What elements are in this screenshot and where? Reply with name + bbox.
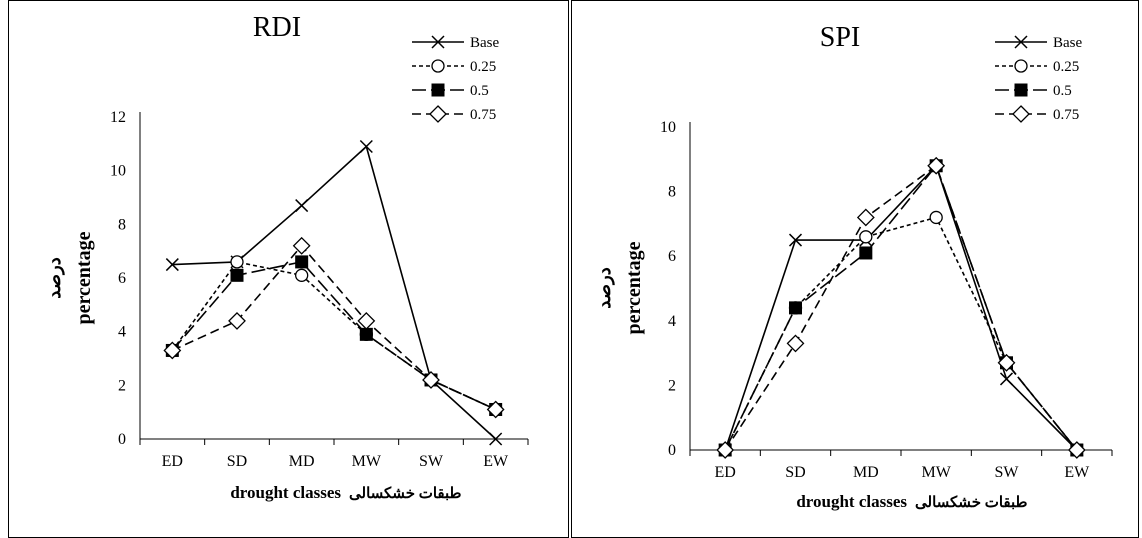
spi-chart-title: SPI: [820, 22, 860, 53]
rdi-series-0_5: [165, 255, 503, 416]
rdi-data-point: [295, 199, 309, 213]
spi-series-line: [724, 164, 1078, 451]
rdi-data-point: [489, 432, 503, 446]
rdi-data-point: [228, 312, 246, 330]
spi-x-tick-label: SD: [785, 464, 805, 481]
spi-series-line: [724, 164, 1078, 451]
rdi-y-tick-label: 4: [118, 324, 126, 341]
rdi-series-0_75: [163, 236, 505, 419]
rdi-legend-marker: [431, 83, 445, 97]
rdi-y-tick-label: 8: [118, 216, 126, 233]
rdi-legend: Base 0.25 0.5 0.75: [412, 35, 500, 123]
spi-y-tick-label: 8: [668, 184, 676, 201]
spi-chart: 0 2 4 6 8 10 ED SD MD MW SW EW SPI Base 0.25 0.5 0.75 per…: [594, 22, 1113, 511]
spi-data-point: [927, 156, 946, 175]
rdi-series-0_25: [165, 255, 503, 417]
spi-legend-marker: [1012, 105, 1030, 123]
spi-y-tick-label: 4: [668, 313, 676, 330]
spi-data-point: [929, 210, 943, 225]
rdi-data-point: [230, 255, 244, 269]
spi-y-tick-label: 10: [660, 119, 676, 136]
spi-y-tick-label: 2: [668, 377, 676, 394]
spi-data-point: [997, 353, 1016, 372]
spi-legend-marker: [1014, 59, 1028, 73]
spi-legend: Base 0.25 0.5 0.75: [995, 35, 1083, 123]
rdi-y-tick-label: 0: [118, 431, 126, 448]
rdi-legend-label: Base: [470, 35, 500, 51]
rdi-x-tick-label: EW: [483, 453, 509, 470]
spi-series-0_75: [716, 156, 1086, 459]
spi-data-point: [859, 246, 873, 260]
rdi-series-line: [172, 244, 496, 411]
rdi-data-point: [292, 236, 311, 255]
spi-data-point: [788, 233, 803, 247]
rdi-y-tick-label: 2: [118, 377, 126, 394]
spi-legend-label: 0.5: [1053, 83, 1072, 99]
spi-legend-label: 0.75: [1053, 107, 1079, 123]
rdi-y-axis-label-fa: درصد: [44, 257, 65, 298]
rdi-x-tick-label: MD: [289, 453, 315, 470]
spi-y-axis-label-fa: درصد: [594, 267, 615, 308]
rdi-chart-title: RDI: [253, 12, 301, 43]
spi-data-point: [1067, 441, 1086, 459]
rdi-chart: 0 2 4 6 8 10 12 ED SD MD MW SW EW RDI Base 0.25 0.5 0.75 p…: [44, 12, 529, 502]
rdi-y-tick-label: 12: [110, 109, 126, 126]
spi-data-point: [716, 441, 735, 459]
spi-series-line: [724, 164, 1078, 451]
spi-legend-marker: [1014, 83, 1028, 97]
spi-data-point: [999, 372, 1014, 386]
spi-x-tick-label: ED: [715, 464, 736, 481]
spi-data-point: [789, 301, 802, 315]
spi-x-tick-label: EW: [1064, 464, 1090, 481]
spi-legend-label: Base: [1053, 35, 1083, 51]
rdi-x-tick-label: SW: [419, 453, 444, 470]
rdi-data-point: [230, 268, 244, 282]
spi-data-point: [856, 208, 875, 227]
rdi-data-point: [295, 268, 309, 282]
rdi-x-tick-label: ED: [162, 453, 183, 470]
rdi-series-Base: [165, 139, 503, 446]
rdi-x-tick-label: SD: [227, 453, 247, 470]
rdi-x-axis-label: drought classes: [230, 483, 341, 502]
spi-x-axis-label-fa: طبقات خشکسالی: [915, 495, 1028, 511]
rdi-data-point: [359, 327, 373, 341]
spi-data-point: [786, 334, 805, 353]
spi-series-0_25: [718, 210, 1084, 457]
spi-series-line: [724, 216, 1078, 451]
rdi-data-point: [163, 341, 182, 360]
rdi-legend-label: 0.5: [470, 83, 489, 99]
rdi-y-tick-label: 10: [110, 163, 126, 180]
spi-legend-marker: [1014, 35, 1028, 49]
spi-y-axis-label: percentage: [623, 241, 645, 334]
rdi-series-line: [172, 145, 497, 440]
spi-legend-label: 0.25: [1053, 59, 1079, 75]
rdi-legend-marker: [431, 35, 445, 49]
rdi-data-point: [359, 139, 373, 154]
rdi-legend-marker: [429, 105, 447, 123]
spi-y-tick-label: 0: [668, 442, 676, 459]
spi-x-tick-label: MW: [922, 464, 952, 481]
spi-series-Base: [718, 159, 1084, 457]
rdi-data-point: [422, 371, 440, 389]
spi-x-tick-label: MD: [853, 464, 879, 481]
spi-x-tick-label: SW: [995, 464, 1020, 481]
rdi-data-point: [295, 255, 309, 269]
rdi-data-point: [165, 258, 179, 272]
rdi-x-axis-label-fa: طبقات خشکسالی: [349, 486, 462, 502]
spi-data-point: [859, 230, 873, 244]
rdi-y-tick-label: 6: [118, 270, 126, 287]
rdi-data-point: [486, 400, 505, 419]
rdi-series-line: [171, 261, 496, 411]
spi-series-0_5: [718, 159, 1084, 457]
rdi-legend-label: 0.75: [470, 107, 496, 123]
rdi-x-tick-label: MW: [352, 453, 382, 470]
rdi-data-point: [357, 312, 376, 330]
spi-y-tick-label: 6: [668, 248, 676, 265]
rdi-legend-marker: [431, 59, 445, 73]
rdi-y-axis-label: percentage: [73, 231, 95, 324]
spi-x-axis-label: drought classes: [796, 492, 907, 511]
rdi-legend-label: 0.25: [470, 59, 496, 75]
